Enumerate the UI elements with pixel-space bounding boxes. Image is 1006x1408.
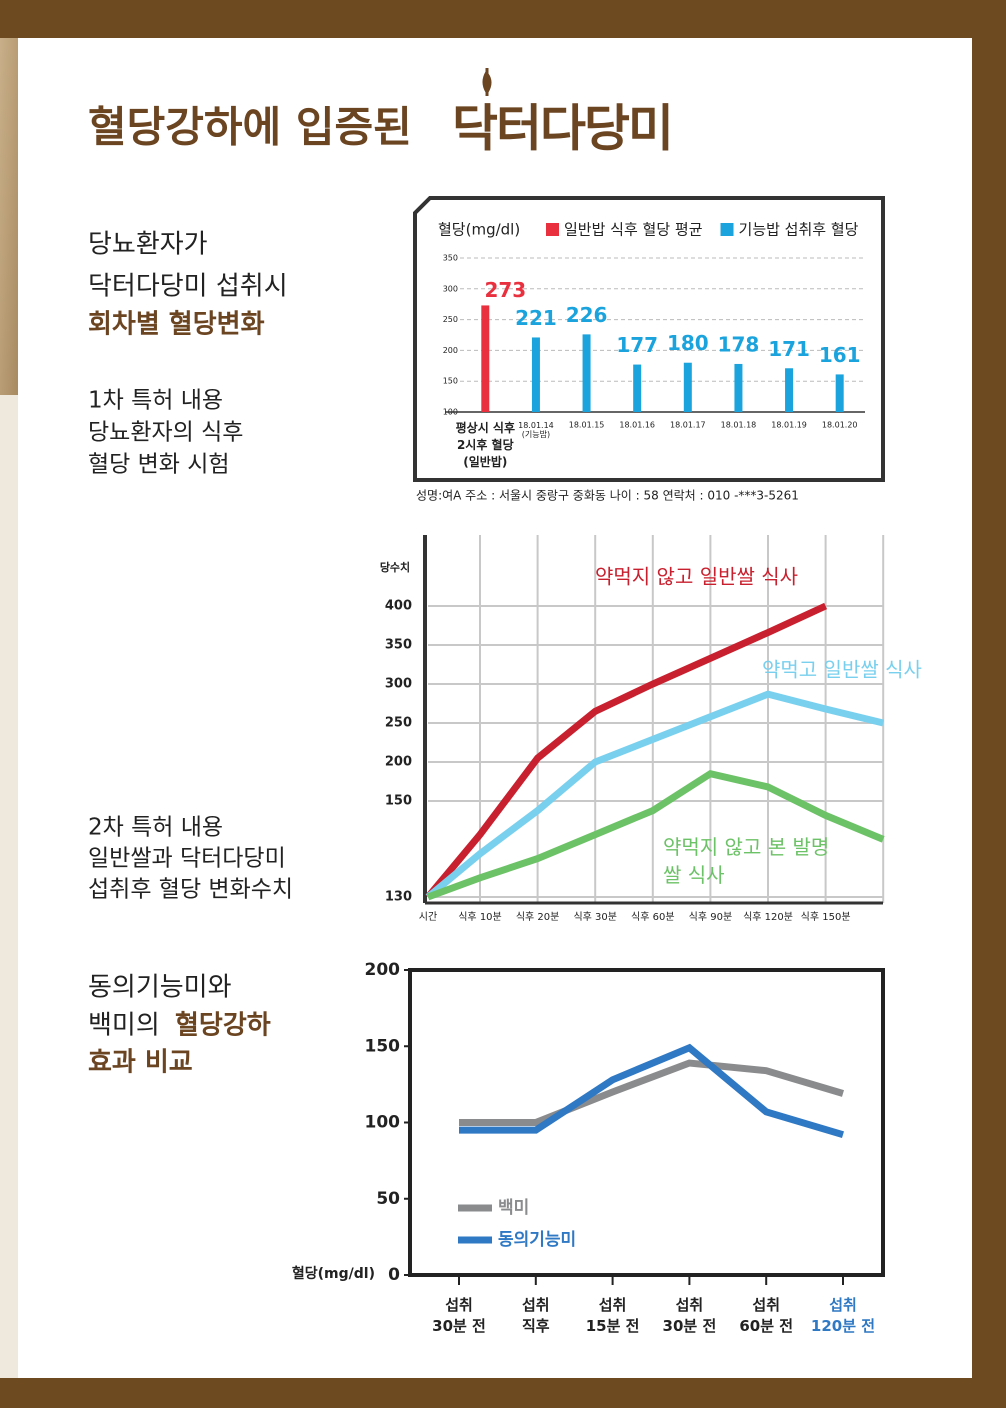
x-tick-label: 식후 90분 xyxy=(689,911,733,923)
value-label: 273 xyxy=(484,278,526,302)
bar xyxy=(836,374,844,412)
bar xyxy=(583,334,591,412)
side-text: 닥터다당미 섭취시 xyxy=(88,272,288,302)
value-label: 178 xyxy=(718,332,760,356)
side-text: 백미의 xyxy=(88,1011,160,1041)
x-tick-label: 18.01.20 xyxy=(822,421,858,430)
x-tick-label: 18.01.15 xyxy=(569,421,605,430)
value-label: 226 xyxy=(566,303,608,327)
x-tick-label: 시간 xyxy=(419,911,437,923)
y-tick-label: 200 xyxy=(385,755,412,770)
bar xyxy=(481,305,489,412)
side-text: 1차 특허 내용 xyxy=(88,388,223,414)
side-text: 섭취후 혈당 변화수치 xyxy=(88,877,293,903)
legend-title: 혈당(mg/dl) xyxy=(438,221,520,239)
series-label: 약먹고 일반쌀 식사 xyxy=(762,658,922,682)
y-tick-label: 130 xyxy=(385,890,412,905)
side-text: 혈당 변화 시험 xyxy=(88,452,230,478)
bar xyxy=(734,364,742,412)
side-text: 동의기능미와 xyxy=(88,973,232,1003)
y-tick-label: 250 xyxy=(385,716,412,731)
legend-label: 일반밥 식후 혈당 평균 xyxy=(564,221,703,239)
side-text: 일반쌀과 닥터다당미 xyxy=(88,846,286,872)
value-label: 171 xyxy=(768,337,810,361)
side-highlight: 혈당강하 xyxy=(175,1011,271,1041)
bar xyxy=(684,363,692,412)
logo-text: 닥터다당미 xyxy=(452,100,672,158)
bar xyxy=(785,368,793,412)
side-text: 당뇨환자가 xyxy=(88,230,208,260)
note: 성명:여A 주소 : 서울시 중랑구 중화동 나이 : 58 연락처 : 010… xyxy=(416,489,799,503)
x-tick-label: 식후 30분 xyxy=(573,911,617,923)
y-tick-label: 350 xyxy=(443,254,458,263)
side-text: 2차 특허 내용 xyxy=(88,815,223,841)
legend-swatch xyxy=(721,223,734,236)
value-label: 177 xyxy=(616,333,658,357)
photo-edge xyxy=(0,38,18,395)
x-tick-label: 18.01.19 xyxy=(771,421,807,430)
y-axis-label: 혈당(mg/dl) xyxy=(292,1265,375,1282)
side-highlight: 효과 비교 xyxy=(88,1048,193,1078)
page: 혈당강하에 입증된 닥터다당미 당뇨환자가 닥터다당미 섭취시 회차별 혈당변화… xyxy=(0,0,1006,1408)
series-label: 약먹지 않고 일반쌀 식사 xyxy=(595,565,798,589)
x-tick-label: 식후 20분 xyxy=(516,911,560,923)
y-tick-label: 150 xyxy=(443,377,458,386)
y-tick-label: 200 xyxy=(443,346,458,355)
title: 혈당강하에 입증된 xyxy=(88,103,412,152)
y-tick-label: 350 xyxy=(385,638,412,653)
legend-label: 기능밥 섭취후 혈당 xyxy=(739,221,859,239)
legend-label: 백미 xyxy=(498,1198,529,1218)
x-tick-label: 식후 10분 xyxy=(458,911,502,923)
y-tick-label: 200 xyxy=(365,960,401,980)
side-text: 당뇨환자의 식후 xyxy=(88,420,243,446)
y-tick-label: 250 xyxy=(443,315,458,324)
x-tick-label: 식후 60분 xyxy=(631,911,675,923)
value-label: 180 xyxy=(667,331,709,355)
legend-swatch xyxy=(546,223,559,236)
section-2: 1차 특허 내용 당뇨환자의 식후 혈당 변화 시험 xyxy=(88,388,243,478)
y-axis-label: 당수치 xyxy=(380,560,410,574)
x-tick-label: 18.01.16 xyxy=(619,421,655,430)
y-tick-label: 300 xyxy=(385,677,412,692)
value-label: 161 xyxy=(819,343,861,367)
side-highlight: 회차별 혈당변화 xyxy=(88,310,265,340)
y-tick-label: 300 xyxy=(443,284,458,293)
y-tick-label: 50 xyxy=(376,1189,400,1209)
x-tick-label: 18.01.18 xyxy=(721,421,757,430)
bar xyxy=(532,337,540,412)
bar xyxy=(633,365,641,412)
y-tick-label: 400 xyxy=(385,599,412,614)
y-tick-label: 100 xyxy=(365,1113,401,1133)
side-strip xyxy=(0,395,18,1378)
y-tick-label: 150 xyxy=(385,794,412,809)
x-tick-label: 식후 150분 xyxy=(801,911,851,923)
y-tick-label: 0 xyxy=(388,1265,400,1285)
y-tick-label: 150 xyxy=(365,1036,401,1056)
x-tick-label: 18.01.14(기능밥) xyxy=(518,421,554,439)
x-tick-label: 식후 120분 xyxy=(743,911,793,923)
value-label: 221 xyxy=(515,306,557,330)
legend-label: 동의기능미 xyxy=(498,1230,576,1250)
x-tick-label: 18.01.17 xyxy=(670,421,706,430)
